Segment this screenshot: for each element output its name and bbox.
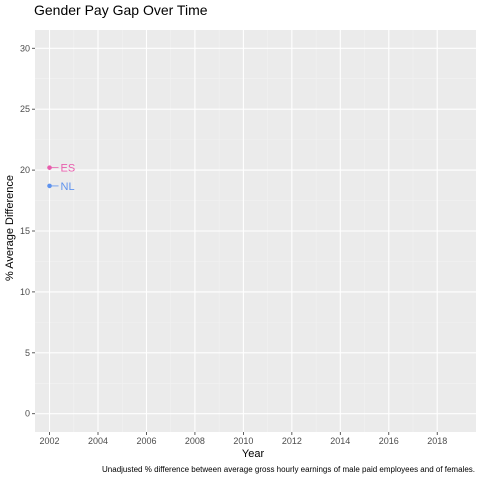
- y-tick-label: 10: [20, 287, 30, 297]
- x-tick-label: 2018: [427, 436, 447, 446]
- y-tick-label: 0: [25, 409, 30, 419]
- x-tick-label: 2004: [88, 436, 108, 446]
- x-tick-label: 2012: [282, 436, 302, 446]
- x-tick-label: 2014: [330, 436, 350, 446]
- x-axis-ticks: 2002 2004 2006 2008 2010 2012 2014 2016 2018: [40, 432, 447, 446]
- y-axis-ticks: 0 5 10 15 20 25 30: [20, 43, 35, 419]
- chart-caption: Unadjusted % difference between average …: [102, 465, 475, 474]
- series-label-nl: NL: [61, 181, 75, 193]
- series-label-es: ES: [61, 163, 76, 175]
- x-tick-label: 2008: [185, 436, 205, 446]
- x-tick-label: 2006: [136, 436, 156, 446]
- x-tick-label: 2002: [40, 436, 60, 446]
- chart-title: Gender Pay Gap Over Time: [34, 2, 208, 18]
- series-layer: ES NL: [47, 163, 75, 193]
- major-gridlines: [35, 30, 476, 432]
- x-tick-label: 2016: [379, 436, 399, 446]
- y-tick-label: 25: [20, 104, 30, 114]
- y-tick-label: 5: [25, 348, 30, 358]
- x-axis-title: Year: [242, 448, 265, 460]
- y-axis-title: % Average Difference: [4, 175, 16, 281]
- y-tick-label: 20: [20, 165, 30, 175]
- x-tick-label: 2010: [233, 436, 253, 446]
- y-tick-label: 15: [20, 226, 30, 236]
- y-tick-label: 30: [20, 43, 30, 53]
